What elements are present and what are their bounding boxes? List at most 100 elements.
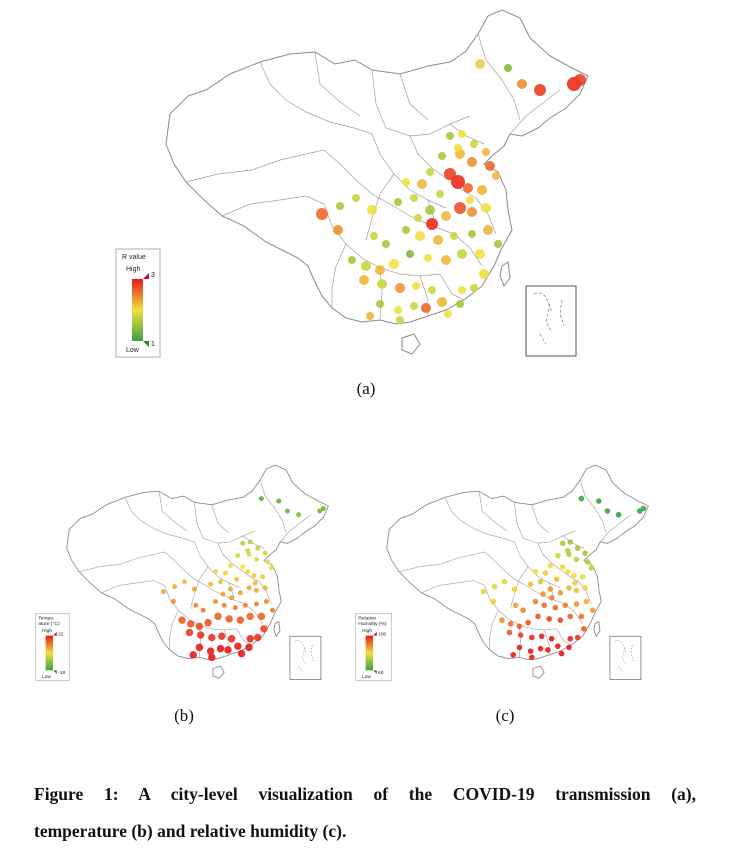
city-dot [534, 84, 546, 96]
city-dot [178, 616, 186, 624]
city-dot [457, 249, 467, 259]
city-dot [263, 599, 269, 604]
city-dot [542, 570, 549, 576]
province-border [242, 535, 265, 549]
city-dot [276, 498, 282, 504]
city-dot [475, 249, 485, 259]
city-dot [540, 591, 546, 597]
city-dot [222, 570, 228, 576]
city-dot [527, 648, 534, 654]
city-dot [567, 613, 574, 620]
city-dot [320, 506, 326, 511]
city-dot [494, 240, 502, 248]
city-dot [235, 553, 241, 559]
city-dot [218, 632, 226, 640]
province-border [579, 479, 607, 534]
province-border [217, 543, 260, 582]
legend-temperature: Tempe- ature (°C) High Low 22 -18 [35, 613, 70, 681]
city-dot [571, 572, 577, 579]
city-dot [402, 178, 410, 186]
city-dot [394, 198, 402, 206]
city-dot [582, 585, 588, 591]
city-dot [560, 564, 566, 570]
city-dot [506, 629, 513, 636]
city-dot [227, 635, 236, 643]
city-dot [572, 580, 578, 586]
city-dot [208, 653, 216, 662]
panel-label-c: (c) [495, 706, 515, 725]
city-dot [196, 631, 205, 639]
city-dot [260, 625, 268, 633]
city-dot [584, 559, 591, 565]
city-dot [567, 635, 574, 642]
city-dot [245, 548, 251, 554]
city-dot [615, 511, 622, 518]
city-dot [395, 283, 405, 293]
province-border [190, 566, 209, 608]
city-dot [458, 286, 466, 294]
province-border [314, 51, 361, 117]
city-dot [389, 259, 399, 269]
province-border [259, 479, 287, 534]
city-dot [444, 310, 452, 318]
city-dot [547, 586, 554, 592]
city-dot [160, 589, 166, 595]
taiwan-outline [593, 620, 601, 638]
city-dot [552, 604, 559, 611]
city-dot [483, 225, 493, 235]
city-dot [195, 643, 204, 652]
province-border [478, 491, 508, 532]
city-dot [520, 607, 526, 613]
city-dot [182, 579, 187, 585]
city-dot [352, 194, 360, 202]
city-dot [406, 250, 414, 258]
city-dot [504, 64, 512, 72]
city-dot [396, 316, 404, 324]
legend-r-value: R value High Low 3 1 [115, 248, 161, 358]
city-dot [214, 612, 222, 621]
city-dot [463, 183, 473, 193]
city-dot [537, 645, 544, 652]
city-dot [581, 626, 587, 632]
province-border [421, 580, 485, 594]
city-dot [206, 647, 215, 655]
province-border [365, 173, 395, 241]
city-dot [546, 616, 552, 622]
city-dot [220, 591, 226, 597]
city-dot [336, 202, 344, 210]
city-dot [475, 59, 485, 69]
city-dot [240, 564, 246, 570]
city-dot [441, 211, 451, 221]
city-dot [421, 303, 431, 313]
province-border [211, 504, 230, 534]
city-dots [480, 495, 647, 661]
city-dot [242, 602, 248, 608]
city-dot [516, 623, 523, 630]
province-border [399, 73, 429, 121]
city-dot [466, 196, 474, 204]
city-dot [555, 552, 561, 559]
city-dot [451, 175, 465, 189]
city-dot [583, 598, 590, 605]
city-dot [562, 602, 569, 609]
city-dot [436, 190, 444, 198]
city-dot [573, 587, 580, 594]
hainan-outline [212, 665, 225, 679]
city-dot [246, 635, 254, 643]
city-dot [257, 612, 266, 621]
city-dot [582, 550, 588, 556]
city-dot [640, 505, 647, 512]
city-dot [426, 218, 438, 230]
city-dot [260, 574, 266, 580]
city-dot [567, 539, 574, 545]
city-dot [426, 168, 434, 176]
city-dot [227, 586, 233, 592]
city-dot [227, 563, 233, 569]
city-dot [234, 642, 242, 650]
legend-high: High [362, 628, 372, 634]
city-dot [185, 628, 194, 637]
city-dot [253, 587, 259, 593]
city-dot [517, 632, 524, 638]
province-border [444, 497, 515, 543]
city-dot [402, 226, 410, 234]
